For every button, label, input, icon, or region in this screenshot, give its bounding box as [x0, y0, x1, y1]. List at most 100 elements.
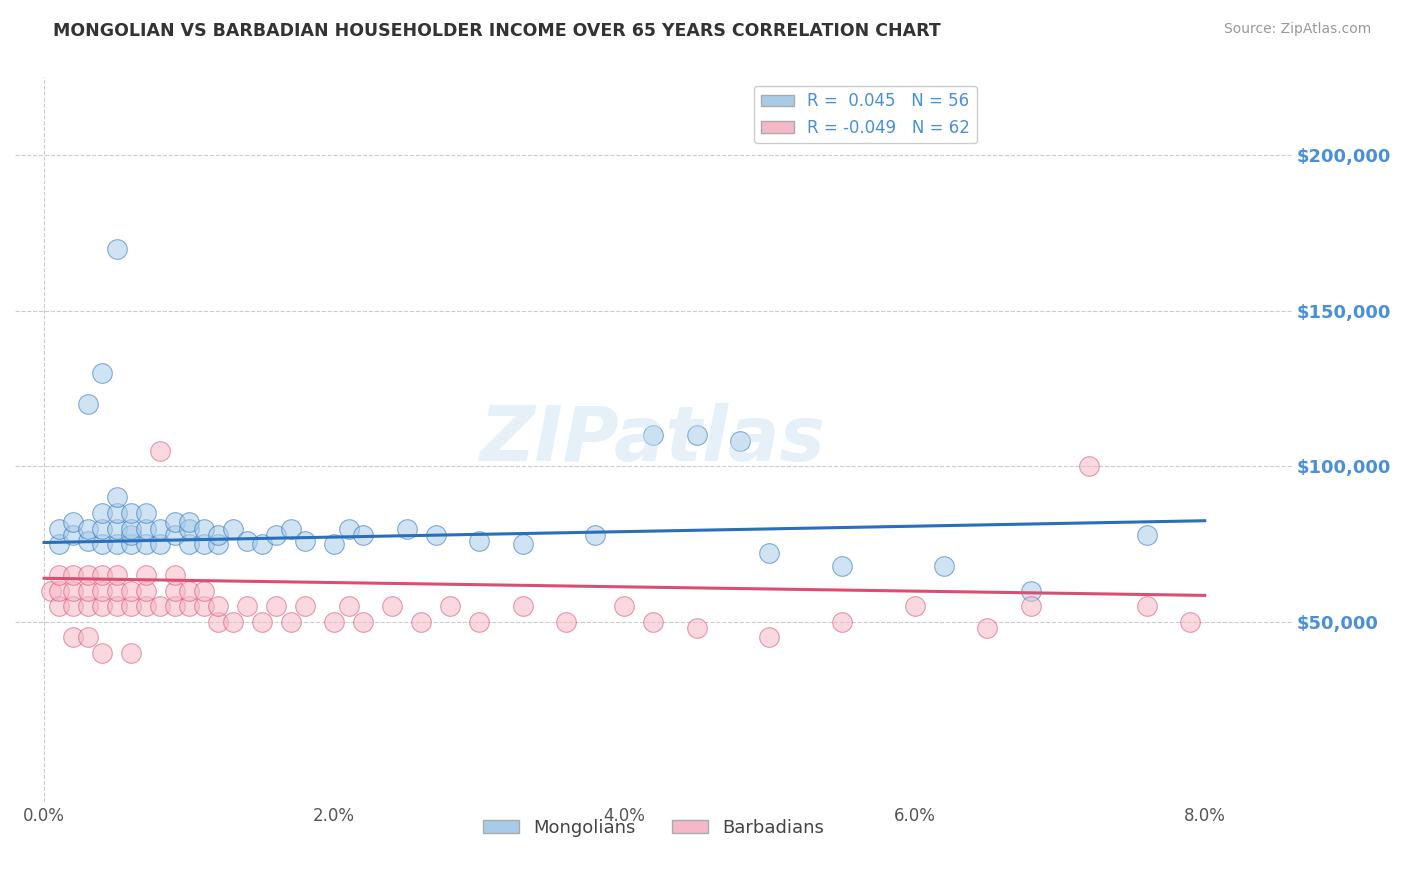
Point — [48, 568, 70, 582]
Point — [1136, 527, 1159, 541]
Point — [177, 599, 200, 614]
Point — [62, 583, 84, 598]
Point — [583, 527, 606, 541]
Point — [411, 615, 433, 629]
Point — [76, 583, 98, 598]
Point — [264, 599, 287, 614]
Point — [207, 599, 229, 614]
Point — [163, 516, 186, 530]
Point — [62, 527, 84, 541]
Point — [1180, 615, 1202, 629]
Point — [62, 599, 84, 614]
Point — [105, 491, 128, 505]
Point — [120, 527, 142, 541]
Point — [425, 527, 447, 541]
Point — [758, 631, 780, 645]
Text: Source: ZipAtlas.com: Source: ZipAtlas.com — [1223, 22, 1371, 37]
Point — [105, 522, 128, 536]
Legend: Mongolians, Barbadians: Mongolians, Barbadians — [475, 812, 831, 844]
Text: MONGOLIAN VS BARBADIAN HOUSEHOLDER INCOME OVER 65 YEARS CORRELATION CHART: MONGOLIAN VS BARBADIAN HOUSEHOLDER INCOM… — [53, 22, 941, 40]
Point — [831, 558, 853, 573]
Point — [221, 615, 243, 629]
Point — [250, 537, 273, 551]
Point — [280, 615, 302, 629]
Point — [294, 599, 316, 614]
Point — [62, 631, 84, 645]
Point — [352, 527, 374, 541]
Point — [120, 537, 142, 551]
Point — [76, 568, 98, 582]
Point — [193, 583, 215, 598]
Point — [91, 599, 114, 614]
Point — [135, 599, 157, 614]
Point — [91, 366, 114, 380]
Point — [48, 599, 70, 614]
Point — [643, 615, 665, 629]
Point — [193, 537, 215, 551]
Point — [758, 546, 780, 560]
Point — [62, 516, 84, 530]
Point — [120, 522, 142, 536]
Point — [643, 428, 665, 442]
Point — [149, 599, 172, 614]
Point — [91, 506, 114, 520]
Point — [135, 522, 157, 536]
Point — [193, 599, 215, 614]
Point — [1077, 459, 1099, 474]
Point — [163, 527, 186, 541]
Point — [236, 533, 259, 548]
Point — [264, 527, 287, 541]
Point — [105, 583, 128, 598]
Point — [149, 443, 172, 458]
Point — [149, 537, 172, 551]
Point — [62, 568, 84, 582]
Point — [91, 583, 114, 598]
Point — [932, 558, 955, 573]
Point — [280, 522, 302, 536]
Point — [236, 599, 259, 614]
Point — [177, 537, 200, 551]
Point — [76, 631, 98, 645]
Point — [831, 615, 853, 629]
Point — [120, 583, 142, 598]
Point — [686, 621, 709, 635]
Point — [512, 599, 534, 614]
Point — [39, 583, 62, 598]
Point — [294, 533, 316, 548]
Point — [207, 537, 229, 551]
Point — [468, 615, 491, 629]
Point — [512, 537, 534, 551]
Point — [91, 522, 114, 536]
Point — [395, 522, 418, 536]
Point — [76, 599, 98, 614]
Point — [1136, 599, 1159, 614]
Point — [48, 522, 70, 536]
Point — [91, 568, 114, 582]
Point — [207, 527, 229, 541]
Text: ZIPatlas: ZIPatlas — [481, 403, 827, 477]
Point — [730, 434, 752, 449]
Point — [439, 599, 461, 614]
Point — [177, 516, 200, 530]
Point — [76, 522, 98, 536]
Point — [135, 506, 157, 520]
Point — [76, 533, 98, 548]
Point — [48, 583, 70, 598]
Point — [177, 583, 200, 598]
Point — [163, 568, 186, 582]
Point — [903, 599, 925, 614]
Point — [91, 646, 114, 660]
Point — [1019, 599, 1042, 614]
Point — [613, 599, 636, 614]
Point — [207, 615, 229, 629]
Point — [352, 615, 374, 629]
Point — [1019, 583, 1042, 598]
Point — [91, 537, 114, 551]
Point — [105, 537, 128, 551]
Point — [163, 583, 186, 598]
Point — [976, 621, 998, 635]
Point — [323, 537, 346, 551]
Point — [48, 537, 70, 551]
Point — [323, 615, 346, 629]
Point — [555, 615, 578, 629]
